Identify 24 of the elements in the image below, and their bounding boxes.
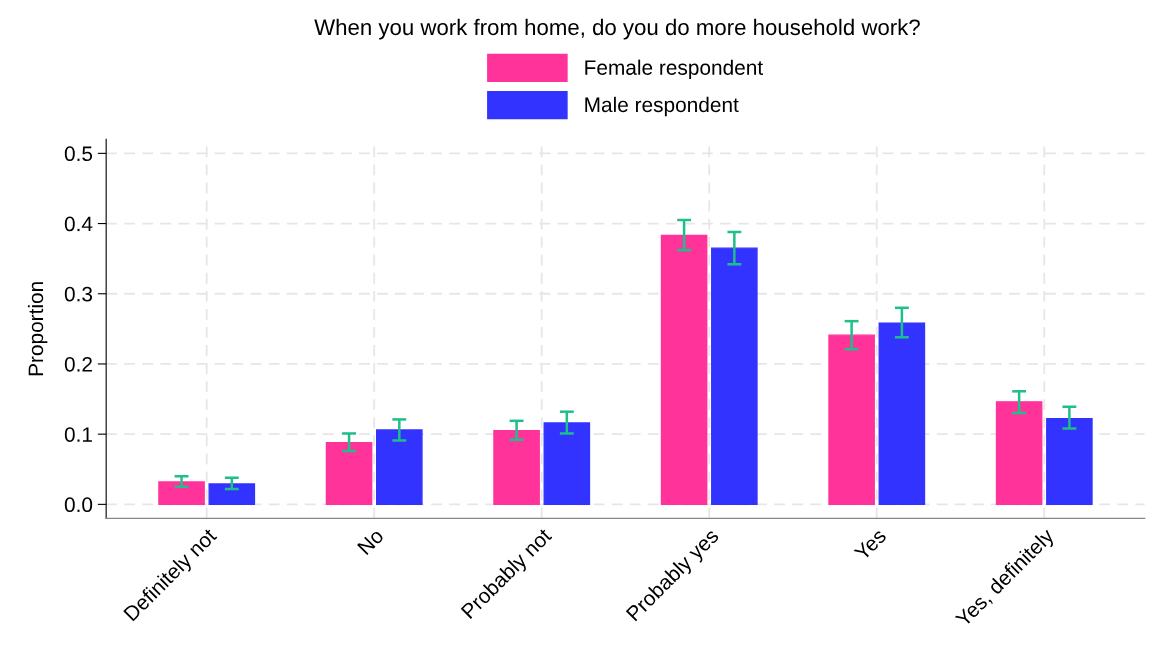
bar	[995, 401, 1043, 506]
legend-label: Male respondent	[585, 96, 739, 117]
bar	[325, 441, 373, 506]
y-tick-label: 0.1	[64, 427, 92, 442]
bar	[711, 247, 758, 506]
chart-title: When you work from home, do you do more household work?	[314, 18, 920, 40]
bar	[208, 483, 256, 506]
legend-label: Female respondent	[585, 59, 763, 80]
bar	[828, 334, 875, 506]
bar	[1046, 418, 1093, 506]
bar	[376, 429, 423, 506]
bar	[543, 422, 591, 506]
bar	[660, 234, 708, 506]
bar	[878, 322, 926, 506]
x-tick-label: No	[357, 527, 385, 556]
x-tick-label: Yes	[853, 527, 888, 562]
y-tick-label: 0.4	[64, 216, 93, 232]
y-tick-label: 0.0	[64, 497, 93, 513]
y-axis-title: Proportion	[27, 282, 48, 376]
y-tick-label: 0.3	[64, 286, 93, 302]
bar	[158, 481, 205, 506]
bar	[493, 429, 540, 506]
y-tick-label: 0.5	[64, 146, 93, 162]
y-tick-label: 0.2	[64, 356, 92, 372]
